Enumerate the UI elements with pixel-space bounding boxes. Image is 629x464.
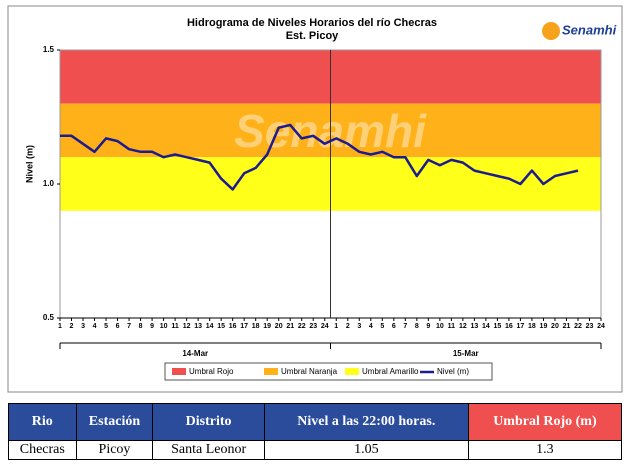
x-tick-label: 2 [70,323,74,330]
header-row: Rio Estación Distrito Nivel a las 22:00 … [8,403,623,441]
x-tick-label: 6 [116,323,120,330]
y-axis-label: Nivel (m) [24,145,34,183]
x-tick-label: 18 [252,323,260,330]
chart: Hidrograma de Niveles Horarios del río C… [7,5,623,393]
header-cell: Umbral Rojo (m) [467,403,623,441]
x-tick-label: 1 [334,323,338,330]
x-tick-label: 5 [104,323,108,330]
x-tick-label: 11 [171,323,179,330]
logo: Senamhi [562,22,617,37]
x-tick-label: 22 [298,323,306,330]
x-tick-label: 7 [127,323,131,330]
x-tick-label: 6 [392,323,396,330]
header-cell: Estación [75,403,154,441]
x-tick-label: 3 [81,323,85,330]
data-row: Checras Picoy Santa Leonor 1.05 1.3 [8,440,623,460]
x-tick-label: 17 [517,323,525,330]
legend-label: Umbral Naranja [281,367,338,376]
y-tick-label: 1.0 [43,179,55,188]
chart-subtitle: Est. Picoy [286,30,339,42]
cell: Santa Leonor [152,440,265,460]
x-tick-label: 14 [482,323,490,330]
y-tick-label: 0.5 [43,313,55,322]
x-tick-label: 20 [551,323,559,330]
x-tick-label: 21 [563,323,571,330]
x-tick-label: 9 [150,323,154,330]
x-tick-label: 4 [93,323,97,330]
legend-box [164,362,493,381]
x-tick-label: 4 [369,323,373,330]
group-label: 15-Mar [453,349,479,358]
chart-title: Hidrograma de Niveles Horarios del río C… [187,17,437,29]
legend-swatch [345,368,359,375]
x-tick-label: 20 [275,323,283,330]
x-tick-label: 15 [494,323,502,330]
x-tick-label: 8 [415,323,419,330]
legend-label: Nivel (m) [437,367,469,376]
header-cell: Distrito [152,403,265,441]
header-cell: Rio [8,403,77,441]
x-tick-label: 18 [528,323,536,330]
x-tick-label: 7 [403,323,407,330]
legend-swatch [264,368,278,375]
cell: Checras [8,440,77,460]
cell: 1.05 [263,440,469,460]
logo-sun [542,22,560,40]
y-tick-label: 1.5 [43,45,55,54]
x-tick-label: 23 [586,323,594,330]
x-tick-label: 23 [309,323,317,330]
x-tick-label: 16 [505,323,513,330]
x-tick-label: 12 [183,323,191,330]
x-tick-label: 15 [217,323,225,330]
legend-label: Umbral Rojo [189,367,234,376]
x-tick-label: 24 [597,323,605,330]
x-tick-label: 13 [470,323,478,330]
x-tick-label: 5 [380,323,384,330]
cell: 1.3 [467,440,623,460]
x-tick-label: 2 [346,323,350,330]
x-tick-label: 8 [139,323,143,330]
legend-swatch [172,368,186,375]
x-tick-label: 3 [357,323,361,330]
x-tick-label: 24 [321,323,329,330]
group-label: 14-Mar [182,349,208,358]
x-tick-label: 1 [58,323,62,330]
cell: Picoy [75,440,154,460]
x-tick-label: 11 [448,323,456,330]
x-tick-label: 19 [263,323,271,330]
x-tick-label: 12 [459,323,467,330]
header-cell: Nivel a las 22:00 horas. [263,403,469,441]
x-tick-label: 17 [240,323,248,330]
x-tick-label: 19 [540,323,548,330]
x-tick-label: 22 [574,323,582,330]
x-tick-label: 14 [206,323,214,330]
x-tick-label: 10 [160,323,168,330]
x-tick-label: 13 [194,323,202,330]
data-line [60,123,579,191]
legend-label: Umbral Amarillo [362,367,419,376]
x-tick-label: 10 [436,323,444,330]
x-tick-label: 9 [426,323,430,330]
x-tick-label: 16 [229,323,237,330]
x-tick-label: 21 [286,323,294,330]
summary-table: Rio Estación Distrito Nivel a las 22:00 … [8,403,623,460]
